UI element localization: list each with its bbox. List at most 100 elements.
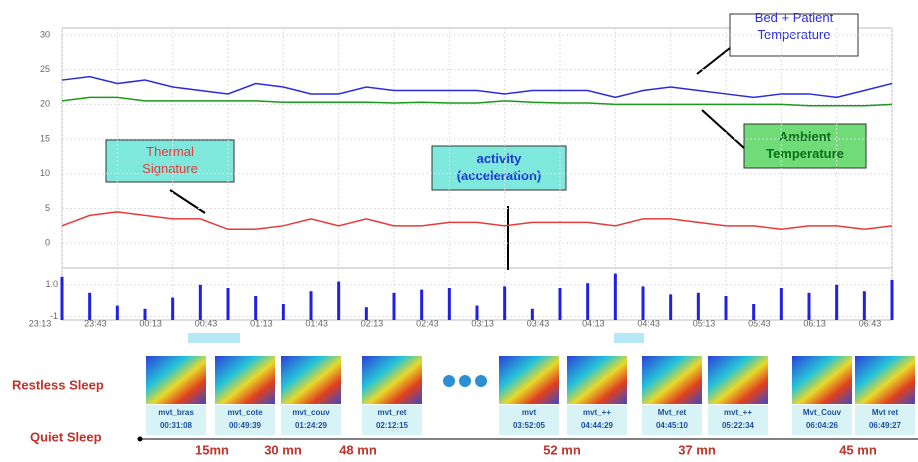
event-time: 04:44:29 <box>581 421 614 430</box>
x-tick-label: 06:43 <box>859 318 882 328</box>
activity-bar <box>281 304 285 320</box>
activity-bar <box>530 308 534 320</box>
x-tick-label: 05:13 <box>693 318 716 328</box>
ellipsis-dot <box>475 375 487 387</box>
activity-bar <box>364 307 368 320</box>
y2-tick-label: -1 <box>50 311 58 321</box>
x-tick-label: 01:13 <box>250 318 273 328</box>
activity-bar <box>420 289 424 320</box>
x-tick-label: 04:43 <box>637 318 660 328</box>
activity-bar <box>835 284 839 320</box>
event-label: mvt_bras <box>158 408 194 417</box>
event-label: mvt_++ <box>724 408 752 417</box>
activity-bar <box>115 305 119 320</box>
x-tick-label: 23:13 <box>29 318 52 328</box>
thermal-thumbnail <box>215 356 275 404</box>
event-time: 02:12:15 <box>376 421 409 430</box>
x-tick-label: 03:43 <box>527 318 550 328</box>
x-tick-label: 02:43 <box>416 318 439 328</box>
event-label: Mvt ret <box>872 408 899 417</box>
activity-bar <box>392 292 396 320</box>
ellipsis-dot <box>459 375 471 387</box>
event-time: 01:24:29 <box>295 421 328 430</box>
annotation-box <box>743 123 867 169</box>
event-label: Mvt_Couv <box>803 408 842 417</box>
arrow <box>701 109 745 149</box>
event-label: mvt_ret <box>378 408 407 417</box>
event-box <box>362 405 422 435</box>
event-box <box>708 405 768 435</box>
activity-bar <box>586 283 590 320</box>
y-tick-label: 10 <box>40 168 50 178</box>
event-time: 03:52:05 <box>513 421 546 430</box>
series-line <box>61 96 893 107</box>
y-tick-label: 15 <box>40 133 50 143</box>
x-tick-label: 05:43 <box>748 318 771 328</box>
activity-bar <box>171 297 175 320</box>
activity-bar <box>669 294 673 320</box>
activity-bar <box>613 273 617 320</box>
event-label: mvt_couv <box>292 408 330 417</box>
thermal-thumbnail <box>146 356 206 404</box>
y-tick-label: 0 <box>45 238 50 248</box>
y-tick-label: 5 <box>45 203 50 213</box>
y-tick-label: 25 <box>40 64 50 74</box>
activity-bar <box>309 291 313 320</box>
duration: 52 mn <box>543 442 581 457</box>
y-tick-label: 30 <box>40 29 50 39</box>
activity-bar <box>641 286 645 320</box>
thermal-thumbnail <box>567 356 627 404</box>
thermal-thumbnail <box>792 356 852 404</box>
activity-bar <box>558 288 562 320</box>
x-tick-label: 23:43 <box>84 318 107 328</box>
activity-bar <box>890 280 894 320</box>
annotation: Thermal Signature <box>142 144 198 176</box>
event-time: 00:49:39 <box>229 421 262 430</box>
event-time: 06:04:26 <box>806 421 839 430</box>
annotation-box <box>431 145 567 191</box>
x-tick-label: 00:13 <box>139 318 162 328</box>
thermal-thumbnail <box>855 356 915 404</box>
duration: 48 mn <box>339 442 377 457</box>
duration: 37 mn <box>678 442 716 457</box>
x-tick-label: 03:13 <box>471 318 494 328</box>
thermal-thumbnail <box>281 356 341 404</box>
x-tick-label: 02:13 <box>361 318 384 328</box>
activity-bar <box>198 284 202 320</box>
event-box <box>855 405 915 435</box>
annotation-box <box>105 139 235 183</box>
thermal-thumbnail <box>499 356 559 404</box>
activity-bar <box>226 288 230 320</box>
thermal-thumbnail <box>642 356 702 404</box>
activity-bar <box>807 292 811 320</box>
duration: 45 mn <box>839 442 877 457</box>
y-tick-label: 20 <box>40 99 50 109</box>
activity-bar <box>60 276 64 320</box>
series-line <box>61 75 893 99</box>
event-time: 06:49:27 <box>869 421 902 430</box>
activity-bar <box>447 288 451 320</box>
thermal-thumbnail <box>362 356 422 404</box>
x-tick-label: 06:13 <box>803 318 826 328</box>
event-time: 05:22:34 <box>722 421 755 430</box>
activity-bar <box>752 304 756 320</box>
event-box <box>146 405 206 435</box>
arrow <box>696 47 731 75</box>
ellipsis-dot <box>443 375 455 387</box>
activity-bar <box>862 291 866 320</box>
event-label: mvt <box>522 408 537 417</box>
series-line <box>61 211 893 231</box>
activity-bar <box>503 286 507 320</box>
event-label: Mvt_ret <box>658 408 687 417</box>
activity-bar <box>779 288 783 320</box>
restless-label: Restless Sleep <box>12 377 104 392</box>
activity-bar <box>337 281 341 320</box>
thermal-thumbnail <box>708 356 768 404</box>
x-tick-label: 04:13 <box>582 318 605 328</box>
activity-bar <box>143 308 147 320</box>
activity-bar <box>254 296 258 320</box>
event-box <box>642 405 702 435</box>
activity-bar <box>88 292 92 320</box>
annotation: Ambient Temperature <box>766 129 844 161</box>
